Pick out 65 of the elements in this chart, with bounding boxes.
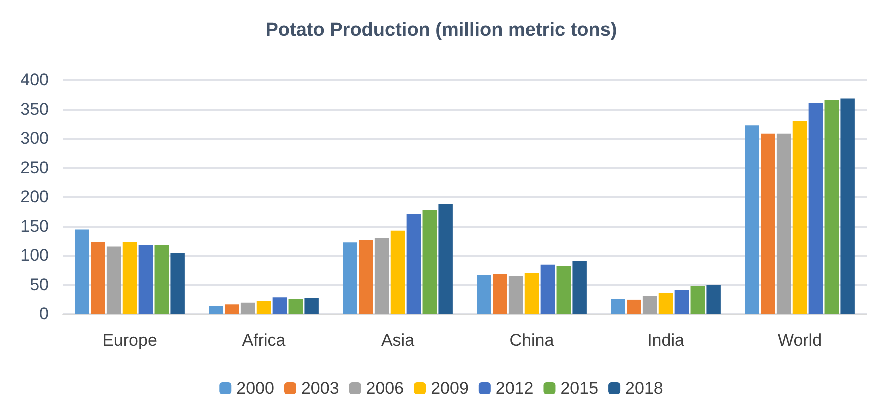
x-tick-label: China bbox=[510, 331, 555, 350]
bar bbox=[225, 304, 240, 314]
x-tick-label: India bbox=[648, 331, 685, 350]
bar bbox=[406, 214, 422, 314]
bar bbox=[75, 230, 90, 314]
x-tick-label: World bbox=[778, 331, 822, 350]
bar bbox=[674, 290, 690, 314]
bar bbox=[438, 204, 453, 314]
bar bbox=[540, 264, 556, 314]
bar bbox=[256, 301, 272, 314]
legend-label: 2003 bbox=[301, 379, 340, 398]
bar bbox=[422, 210, 437, 314]
bar bbox=[556, 266, 571, 314]
bar bbox=[122, 242, 138, 314]
legend-label: 2000 bbox=[236, 379, 274, 398]
bar bbox=[508, 276, 524, 314]
bar bbox=[477, 275, 492, 314]
bar bbox=[792, 120, 808, 314]
bar bbox=[106, 246, 122, 314]
bar bbox=[840, 98, 855, 314]
bar bbox=[374, 238, 390, 314]
bar bbox=[776, 134, 792, 314]
y-tick-label: 400 bbox=[20, 70, 49, 90]
y-tick-label: 250 bbox=[20, 158, 49, 178]
y-tick-label: 150 bbox=[20, 216, 49, 236]
bar bbox=[690, 286, 705, 314]
bar bbox=[209, 306, 224, 314]
y-tick-label: 0 bbox=[40, 304, 49, 324]
bar bbox=[572, 261, 587, 314]
y-tick-label: 50 bbox=[30, 275, 49, 294]
x-tick-label: Asia bbox=[381, 331, 416, 350]
bar bbox=[154, 246, 169, 314]
bar bbox=[524, 273, 540, 314]
y-tick-label: 300 bbox=[20, 129, 49, 148]
bar bbox=[745, 126, 760, 314]
bar bbox=[288, 299, 303, 314]
legend-label: 2012 bbox=[496, 379, 534, 398]
bar bbox=[343, 242, 358, 314]
legend-label: 2009 bbox=[431, 379, 469, 398]
x-tick-label: Europe bbox=[102, 331, 158, 350]
bar bbox=[359, 240, 374, 314]
bar bbox=[170, 253, 185, 314]
bar bbox=[240, 302, 256, 314]
bar bbox=[138, 246, 154, 314]
bar bbox=[627, 300, 642, 314]
legend-label: 2018 bbox=[626, 379, 664, 398]
bar bbox=[272, 298, 288, 314]
bar bbox=[761, 134, 776, 314]
bar bbox=[808, 103, 824, 314]
bar bbox=[91, 242, 106, 314]
bar bbox=[493, 274, 508, 314]
bar bbox=[611, 299, 626, 314]
bar bbox=[304, 298, 319, 314]
y-tick-label: 200 bbox=[20, 188, 49, 206]
y-tick-label: 350 bbox=[20, 100, 49, 119]
y-tick-label: 100 bbox=[20, 246, 49, 265]
bar bbox=[642, 296, 658, 314]
bar bbox=[658, 294, 674, 314]
chart-title: Potato Production (million metric tons) bbox=[266, 20, 618, 41]
bar bbox=[824, 100, 839, 314]
bar bbox=[706, 285, 721, 314]
legend-label: 2006 bbox=[366, 379, 404, 398]
bar bbox=[390, 230, 406, 314]
legend-label: 2015 bbox=[560, 379, 599, 398]
x-tick-label: Africa bbox=[242, 331, 286, 350]
